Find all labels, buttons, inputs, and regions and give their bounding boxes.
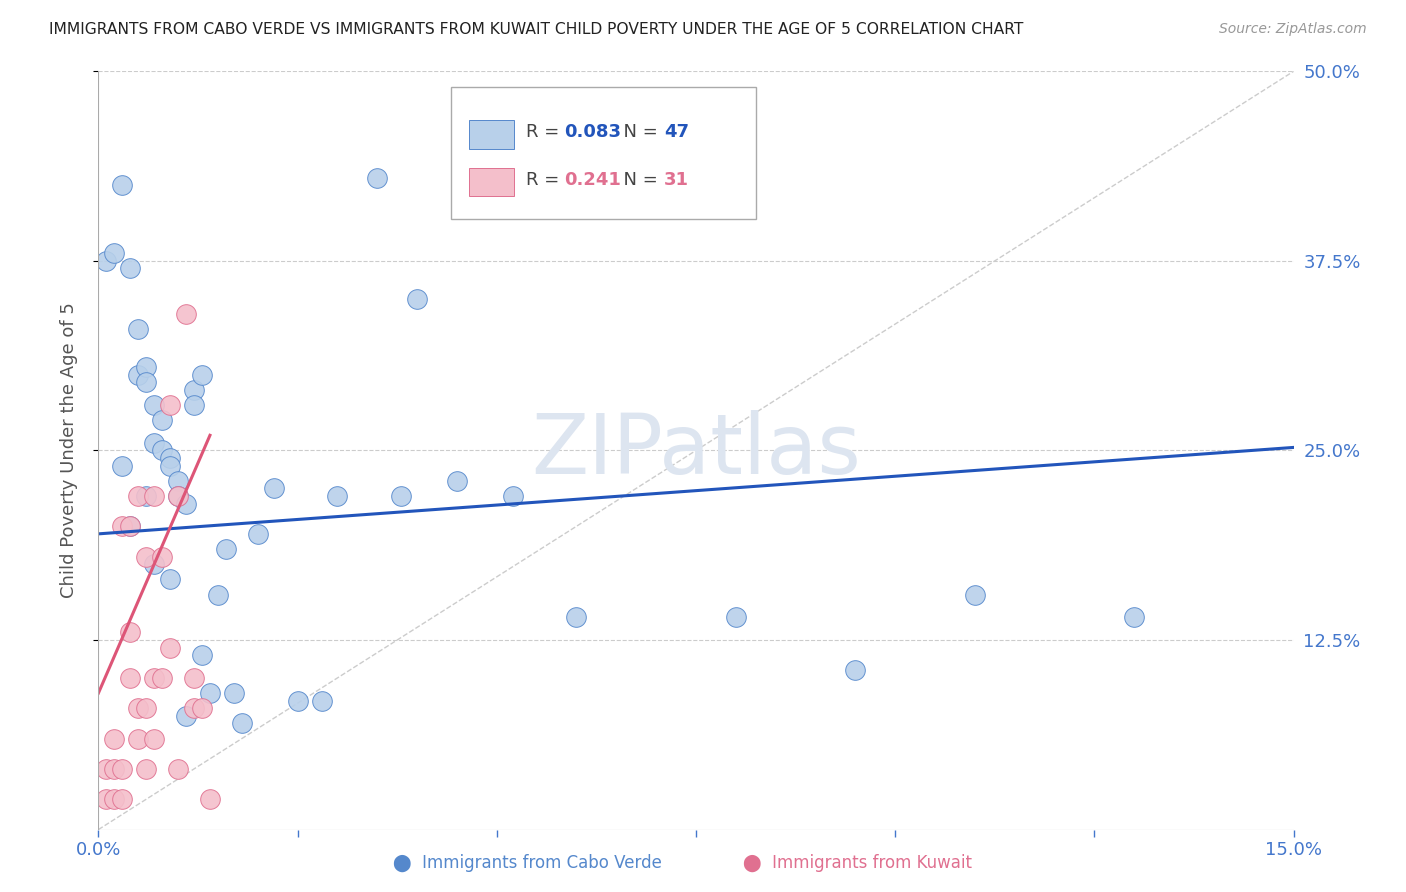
Point [159,640,181,655]
Point [389,489,412,503]
Point [135,549,157,564]
Point [150,443,173,458]
Point [174,708,197,723]
Text: ⬤  Immigrants from Cabo Verde: ⬤ Immigrants from Cabo Verde [392,855,662,872]
Point [143,671,166,685]
Point [167,489,190,503]
Text: 0.083: 0.083 [565,123,621,141]
Point [120,671,142,685]
Point [963,588,986,602]
FancyBboxPatch shape [470,168,515,196]
Point [143,489,166,503]
Text: R =: R = [526,170,565,189]
Y-axis label: Child Poverty Under the Age of 5: Child Poverty Under the Age of 5 [59,302,77,599]
Point [565,610,588,624]
Text: ZIPatlas: ZIPatlas [531,410,860,491]
Point [150,413,173,427]
Point [127,701,149,715]
Point [143,731,166,746]
Point [183,701,205,715]
FancyBboxPatch shape [470,120,515,149]
Point [446,474,468,488]
Point [120,261,142,276]
Point [103,792,125,806]
Point [1123,610,1146,624]
Point [502,489,524,503]
Point [159,573,181,587]
Point [159,458,181,473]
Point [844,664,866,678]
Point [183,383,205,397]
Point [150,671,173,685]
Point [111,458,134,473]
Point [111,792,134,806]
Point [143,398,166,412]
Point [191,648,214,662]
Point [111,178,134,193]
Text: Source: ZipAtlas.com: Source: ZipAtlas.com [1219,22,1367,37]
Point [120,519,142,533]
Point [406,292,429,306]
Point [111,519,134,533]
Point [311,694,333,708]
Point [96,792,118,806]
Point [326,489,349,503]
Point [287,694,309,708]
Point [174,307,197,321]
Point [120,625,142,640]
Text: N =: N = [613,170,664,189]
Point [96,253,118,268]
Text: 31: 31 [664,170,689,189]
Point [191,701,214,715]
Point [191,368,214,382]
Point [127,489,149,503]
Text: R =: R = [526,123,565,141]
Point [143,557,166,572]
Point [127,731,149,746]
Text: N =: N = [613,123,664,141]
Point [167,489,190,503]
Point [198,792,221,806]
Point [135,359,157,375]
FancyBboxPatch shape [451,87,756,219]
Point [103,762,125,776]
Point [174,496,197,510]
Point [120,519,142,533]
Point [159,398,181,412]
Text: ⬤  Immigrants from Kuwait: ⬤ Immigrants from Kuwait [744,855,972,872]
Point [183,671,205,685]
Point [246,526,269,541]
Point [207,588,229,602]
Point [111,762,134,776]
Point [183,398,205,412]
Point [150,549,173,564]
Point [159,451,181,466]
Point [198,686,221,700]
Point [96,762,118,776]
Point [135,489,157,503]
Point [167,474,190,488]
Text: 0.241: 0.241 [565,170,621,189]
Point [103,246,125,260]
Point [724,610,747,624]
Point [231,716,253,731]
Point [263,482,285,496]
Point [366,170,388,185]
Text: 47: 47 [664,123,689,141]
Point [222,686,245,700]
Point [135,376,157,390]
Point [143,436,166,450]
Point [167,762,190,776]
Text: IMMIGRANTS FROM CABO VERDE VS IMMIGRANTS FROM KUWAIT CHILD POVERTY UNDER THE AGE: IMMIGRANTS FROM CABO VERDE VS IMMIGRANTS… [49,22,1024,37]
Point [127,322,149,336]
Point [215,542,238,557]
Point [127,368,149,382]
Point [135,701,157,715]
Point [103,731,125,746]
Point [135,762,157,776]
